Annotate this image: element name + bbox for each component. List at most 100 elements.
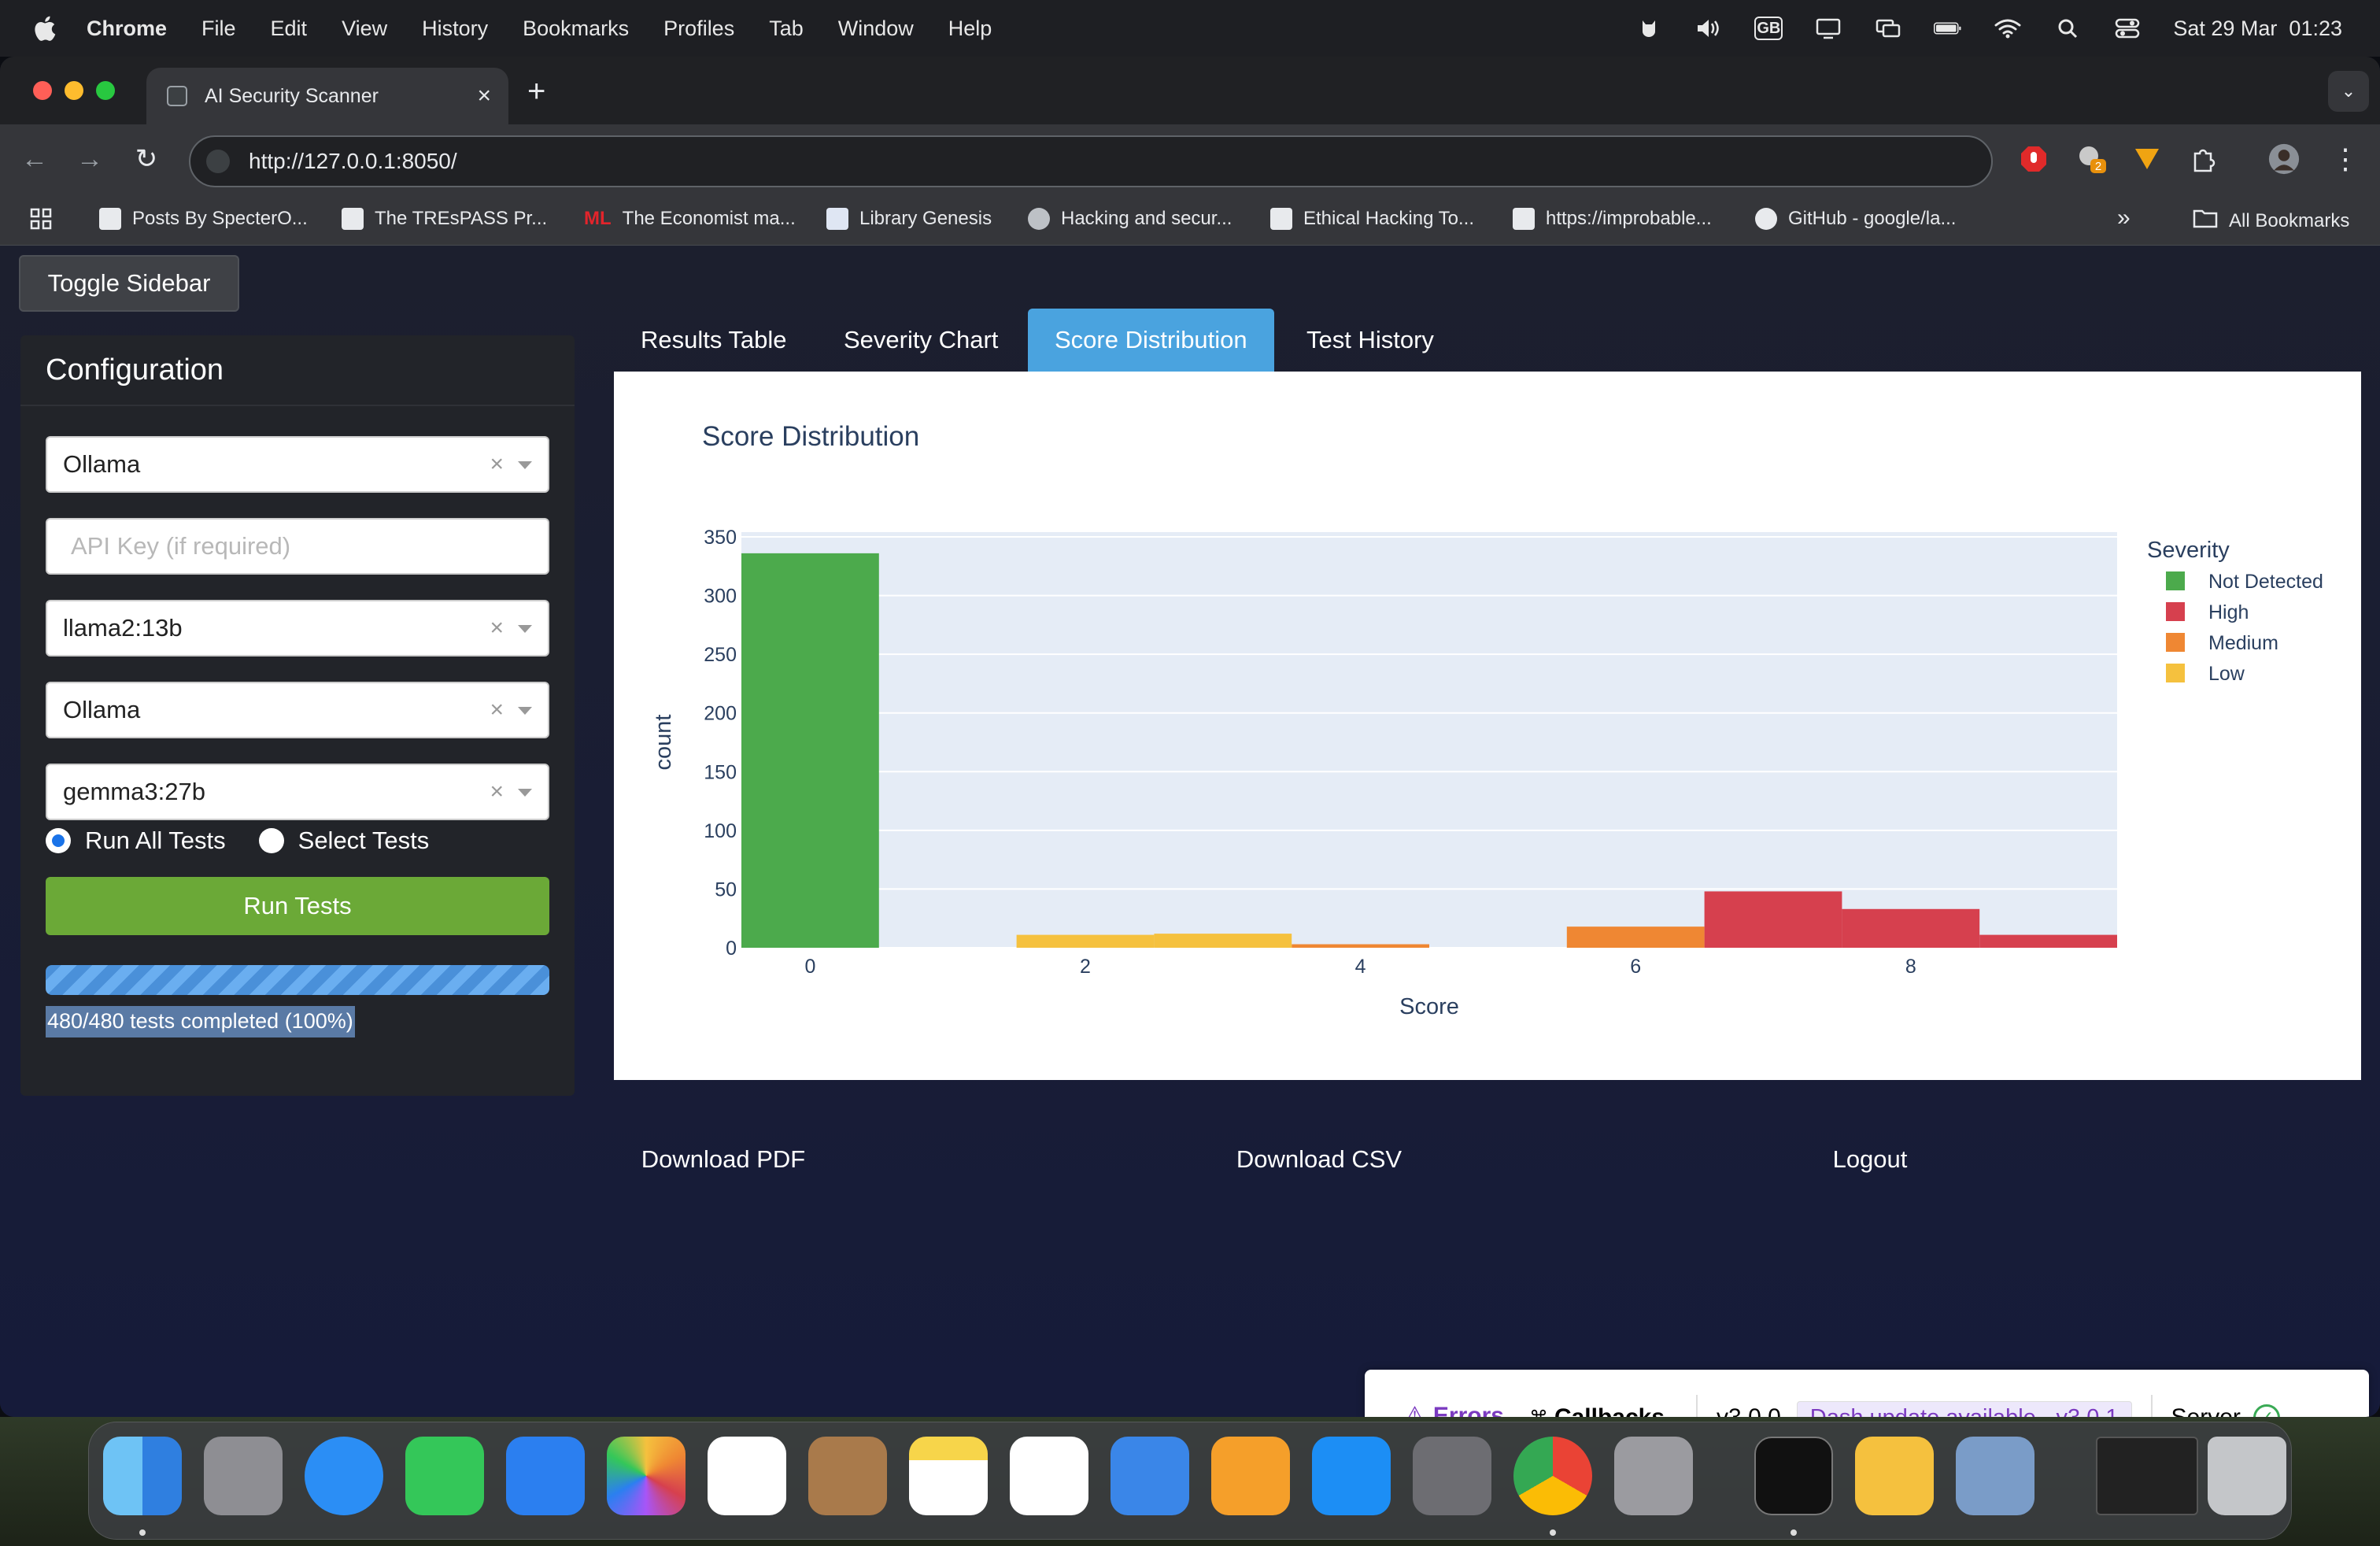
bookmark-library-genesis[interactable]: Library Genesis xyxy=(826,208,992,230)
devtools-errors-tab[interactable]: ⚠ Errors xyxy=(1391,1393,1517,1418)
contacts-icon[interactable] xyxy=(808,1437,887,1515)
display-icon[interactable] xyxy=(1814,17,1842,40)
forward-arrow-icon[interactable]: → xyxy=(76,143,103,174)
safari-icon[interactable] xyxy=(305,1437,383,1515)
tips-icon[interactable] xyxy=(1855,1437,1934,1515)
menu-app-name[interactable]: Chrome xyxy=(87,16,168,40)
adblock-extension-icon[interactable] xyxy=(2018,143,2049,175)
tab-search-chevron-icon[interactable]: ⌄ xyxy=(2328,71,2369,112)
site-info-icon[interactable] xyxy=(206,150,230,173)
model-1-dropdown[interactable]: llama2:13b × xyxy=(46,600,549,656)
photos-icon[interactable] xyxy=(607,1437,686,1515)
select-tests-radio[interactable] xyxy=(258,828,284,853)
extensions-puzzle-icon[interactable] xyxy=(2188,143,2219,175)
system-settings-icon[interactable] xyxy=(1413,1437,1491,1515)
app-store-icon[interactable] xyxy=(1312,1437,1391,1515)
new-tab-icon[interactable]: + xyxy=(527,74,546,109)
tab-severity-chart[interactable]: Severity Chart xyxy=(844,326,999,353)
toggle-sidebar-button[interactable]: Toggle Sidebar xyxy=(19,255,239,312)
model-2-dropdown[interactable]: gemma3:27b × xyxy=(46,764,549,820)
chevron-down-icon[interactable] xyxy=(518,707,532,715)
spotlight-search-icon[interactable] xyxy=(2053,17,2082,40)
browser-tab-active[interactable]: AI Security Scanner × xyxy=(146,68,508,124)
api-key-input[interactable] xyxy=(46,518,549,575)
menu-file[interactable]: File xyxy=(201,16,236,40)
extension-with-badge-icon[interactable]: 2 xyxy=(2075,143,2106,175)
wifi-icon[interactable] xyxy=(1994,17,2022,40)
provider-2-dropdown[interactable]: Ollama × xyxy=(46,682,549,738)
chevron-down-icon[interactable] xyxy=(518,461,532,469)
keynote-icon[interactable] xyxy=(1111,1437,1189,1515)
chrome-menu-icon[interactable]: ⋮ xyxy=(2331,142,2360,175)
bookmark-posts-by-spectero[interactable]: Posts By SpecterO... xyxy=(99,208,308,230)
clear-x-icon[interactable]: × xyxy=(490,779,504,804)
menu-help[interactable]: Help xyxy=(948,16,992,40)
provider-1-dropdown[interactable]: Ollama × xyxy=(46,436,549,493)
apps-grid-icon[interactable] xyxy=(30,208,52,230)
clear-x-icon[interactable]: × xyxy=(490,451,504,477)
run-all-tests-label[interactable]: Run All Tests xyxy=(85,827,226,854)
tab-score-distribution[interactable]: Score Distribution xyxy=(1028,309,1274,372)
bookmark-github-google[interactable]: GitHub - google/la... xyxy=(1755,208,1956,230)
messages-icon[interactable] xyxy=(405,1437,484,1515)
maximize-window-button[interactable] xyxy=(96,81,115,100)
menu-history[interactable]: History xyxy=(422,16,489,40)
chrome-icon[interactable] xyxy=(1513,1437,1592,1515)
bookmarks-overflow-chevron-icon[interactable]: » xyxy=(2117,205,2131,231)
control-center-icon[interactable] xyxy=(2113,17,2142,40)
menu-window[interactable]: Window xyxy=(837,16,914,40)
preview-icon[interactable] xyxy=(1956,1437,2034,1515)
mail-icon[interactable] xyxy=(506,1437,585,1515)
bookmark-hacking-and-security[interactable]: Hacking and secur... xyxy=(1028,208,1232,230)
notes-icon[interactable] xyxy=(909,1437,988,1515)
reminders-icon[interactable] xyxy=(1010,1437,1088,1515)
chevron-down-icon[interactable] xyxy=(518,789,532,797)
bookmark-improbable[interactable]: https://improbable... xyxy=(1513,208,1712,230)
menubar-clock[interactable]: Sat 29 Mar 01:23 xyxy=(2173,16,2342,40)
vpn-extension-icon[interactable] xyxy=(2131,143,2163,175)
download-pdf-button[interactable]: Download PDF xyxy=(641,1145,806,1173)
menu-tab[interactable]: Tab xyxy=(769,16,804,40)
minimized-window-thumbnail[interactable] xyxy=(2096,1437,2198,1515)
calendar-icon[interactable] xyxy=(708,1437,786,1515)
bookmark-ethical-hacking[interactable]: Ethical Hacking To... xyxy=(1270,208,1474,230)
select-tests-label[interactable]: Select Tests xyxy=(298,827,430,854)
menu-edit[interactable]: Edit xyxy=(270,16,308,40)
volume-icon[interactable] xyxy=(1694,17,1723,40)
download-csv-button[interactable]: Download CSV xyxy=(1236,1145,1402,1173)
finder-icon[interactable] xyxy=(103,1437,182,1515)
menu-view[interactable]: View xyxy=(342,16,388,40)
address-bar[interactable]: http://127.0.0.1:8050/ xyxy=(189,135,1993,187)
trash-icon[interactable] xyxy=(2208,1437,2286,1515)
dash-update-notice[interactable]: Dash update available - v3.0.1 xyxy=(1796,1400,2132,1417)
back-arrow-icon[interactable]: ← xyxy=(21,143,48,174)
bookmark-economist[interactable]: ML The Economist ma... xyxy=(584,208,796,230)
terminal-icon[interactable] xyxy=(1754,1437,1833,1515)
apple-icon[interactable] xyxy=(31,14,57,43)
run-all-tests-radio[interactable] xyxy=(46,828,71,853)
close-window-button[interactable] xyxy=(33,81,52,100)
logout-button[interactable]: Logout xyxy=(1832,1145,1908,1173)
profile-avatar[interactable] xyxy=(2268,143,2300,175)
keyboard-layout-indicator[interactable]: GB xyxy=(1754,17,1783,40)
tab-test-history[interactable]: Test History xyxy=(1306,326,1434,353)
screen-mirroring-icon[interactable] xyxy=(1874,17,1902,40)
reload-icon[interactable]: ↻ xyxy=(135,144,158,174)
iphone-mirroring-icon[interactable] xyxy=(1614,1437,1693,1515)
tab-results-table[interactable]: Results Table xyxy=(641,326,787,353)
run-tests-button[interactable]: Run Tests xyxy=(46,877,549,935)
pages-icon[interactable] xyxy=(1211,1437,1290,1515)
clear-x-icon[interactable]: × xyxy=(490,615,504,641)
menu-bookmarks[interactable]: Bookmarks xyxy=(523,16,630,40)
chevron-down-icon[interactable] xyxy=(518,625,532,633)
battery-icon[interactable] xyxy=(1934,17,1962,40)
cat-status-icon[interactable] xyxy=(1635,17,1663,40)
clear-x-icon[interactable]: × xyxy=(490,697,504,723)
bookmark-trespass[interactable]: The TREsPASS Pr... xyxy=(342,208,547,230)
launchpad-icon[interactable] xyxy=(204,1437,283,1515)
minimize-window-button[interactable] xyxy=(65,81,83,100)
devtools-callbacks-tab[interactable]: ⌘ Callbacks xyxy=(1517,1393,1677,1417)
tab-close-icon[interactable]: × xyxy=(477,83,491,109)
menu-profiles[interactable]: Profiles xyxy=(663,16,735,40)
all-bookmarks-folder[interactable]: All Bookmarks xyxy=(2193,208,2349,234)
